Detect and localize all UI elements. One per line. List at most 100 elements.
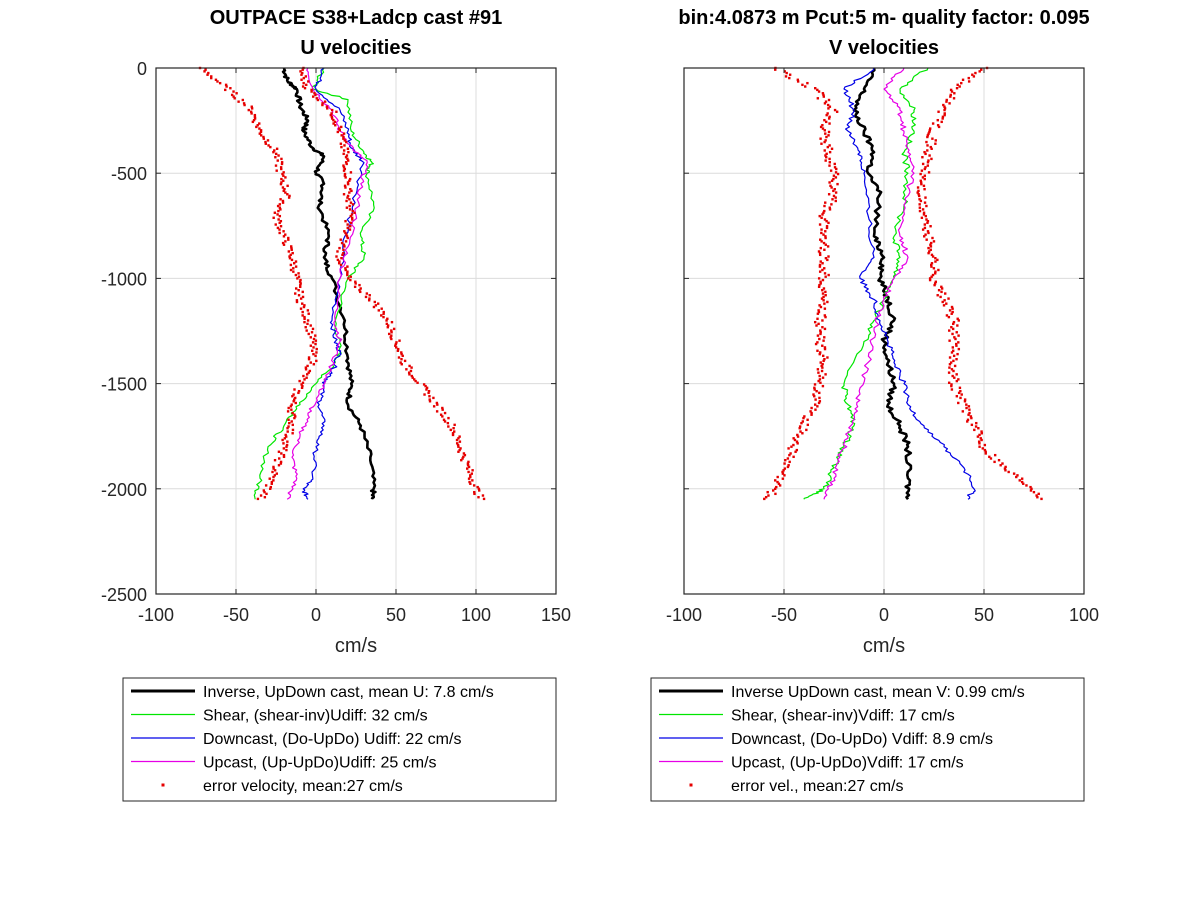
v-error-point	[828, 164, 831, 167]
u-error-point	[386, 324, 390, 327]
u-error-point	[344, 176, 347, 179]
u-error-point	[347, 150, 350, 154]
v-legend-box	[650, 677, 1085, 802]
v-error-point	[816, 88, 819, 92]
v-error-point	[821, 288, 824, 292]
v-error-point	[923, 174, 927, 177]
u-error-point	[374, 304, 378, 307]
u-error-point	[291, 411, 294, 415]
u-error-point	[303, 320, 306, 324]
v-error-point	[819, 329, 822, 332]
u-error-point	[330, 115, 334, 119]
u-error-point	[467, 470, 470, 474]
u-error-point	[368, 297, 371, 300]
u-error-point	[342, 152, 345, 156]
u-error-point	[354, 280, 357, 283]
u-error-point	[397, 347, 400, 351]
u-error-point	[262, 135, 265, 139]
v-error-point	[951, 307, 954, 310]
v-error-point	[1036, 496, 1039, 499]
u-error-point	[335, 110, 338, 113]
u-error-point	[279, 166, 283, 169]
v-error-point	[921, 156, 924, 159]
u-error-point	[279, 460, 283, 464]
v-error-point	[921, 228, 925, 231]
v-error-point	[941, 115, 945, 119]
v-error-point	[943, 108, 946, 112]
v-error-point	[951, 346, 954, 349]
v-error-point	[822, 295, 825, 299]
v-error-point	[822, 339, 825, 342]
v-error-point	[800, 421, 803, 425]
u-error-point	[354, 282, 357, 285]
v-error-point	[818, 263, 822, 267]
u-error-point	[297, 288, 300, 292]
v-error-point	[823, 327, 827, 331]
u-error-point	[422, 383, 426, 386]
u-error-point	[342, 169, 346, 172]
u-error-point	[462, 452, 466, 455]
v-error-point	[818, 396, 821, 400]
u-error-point	[233, 97, 236, 100]
u-error-point	[305, 83, 308, 87]
v-error-point	[821, 376, 825, 379]
u-error-point	[364, 295, 368, 299]
u-error-point	[346, 196, 349, 199]
v-error-point	[957, 347, 961, 351]
v-error-point	[822, 299, 825, 302]
u-error-point	[340, 241, 344, 245]
v-error-point	[916, 191, 919, 194]
v-error-point	[948, 366, 951, 369]
u-error-point	[230, 93, 234, 97]
v-error-point	[795, 440, 799, 443]
v-x-tick-label: 50	[974, 605, 994, 625]
u-error-point	[273, 474, 277, 477]
v-error-point	[930, 253, 934, 257]
v-error-point	[835, 167, 838, 171]
u-error-point	[411, 376, 414, 379]
u-error-point	[293, 262, 296, 265]
u-error-point	[258, 127, 261, 130]
v-error-point	[776, 475, 779, 479]
v-error-point	[949, 361, 953, 364]
u-error-point	[349, 187, 352, 191]
u-error-point	[210, 76, 213, 80]
v-error-point	[923, 187, 926, 191]
u-error-point	[252, 118, 256, 122]
u-error-point	[285, 435, 288, 438]
v-error-point	[953, 364, 957, 368]
u-error-point	[293, 416, 296, 420]
v-velocity-panel: bin:4.0873 m Pcut:5 m- quality factor: 0…	[666, 7, 1099, 657]
u-error-point	[315, 351, 318, 354]
v-error-point	[832, 194, 836, 198]
u-error-point	[276, 213, 279, 216]
u-error-point	[467, 477, 471, 480]
u-error-point	[387, 332, 391, 336]
u-error-point	[382, 315, 385, 319]
u-error-point	[304, 368, 308, 371]
u-error-point	[368, 294, 371, 297]
u-error-point	[237, 100, 240, 103]
u-error-point	[300, 73, 303, 76]
u-error-point	[314, 339, 318, 342]
u-error-point	[279, 198, 282, 201]
v-error-point	[953, 336, 956, 339]
v-error-point	[936, 258, 939, 262]
v-error-point	[984, 452, 987, 455]
v-error-point	[794, 450, 797, 453]
v-error-point	[822, 211, 825, 214]
u-error-point	[346, 157, 349, 161]
v-error-point	[927, 231, 930, 235]
u-error-point	[278, 221, 281, 225]
v-error-point	[817, 310, 821, 314]
v-error-point	[925, 140, 928, 144]
v-error-point	[940, 120, 943, 124]
u-error-point	[279, 182, 283, 186]
v-error-point	[830, 203, 833, 206]
u-error-point	[332, 122, 335, 125]
u-error-point	[292, 267, 295, 270]
v-x-tick-label: 100	[1069, 605, 1099, 625]
u-error-point	[340, 134, 343, 137]
v-error-point	[823, 346, 827, 349]
